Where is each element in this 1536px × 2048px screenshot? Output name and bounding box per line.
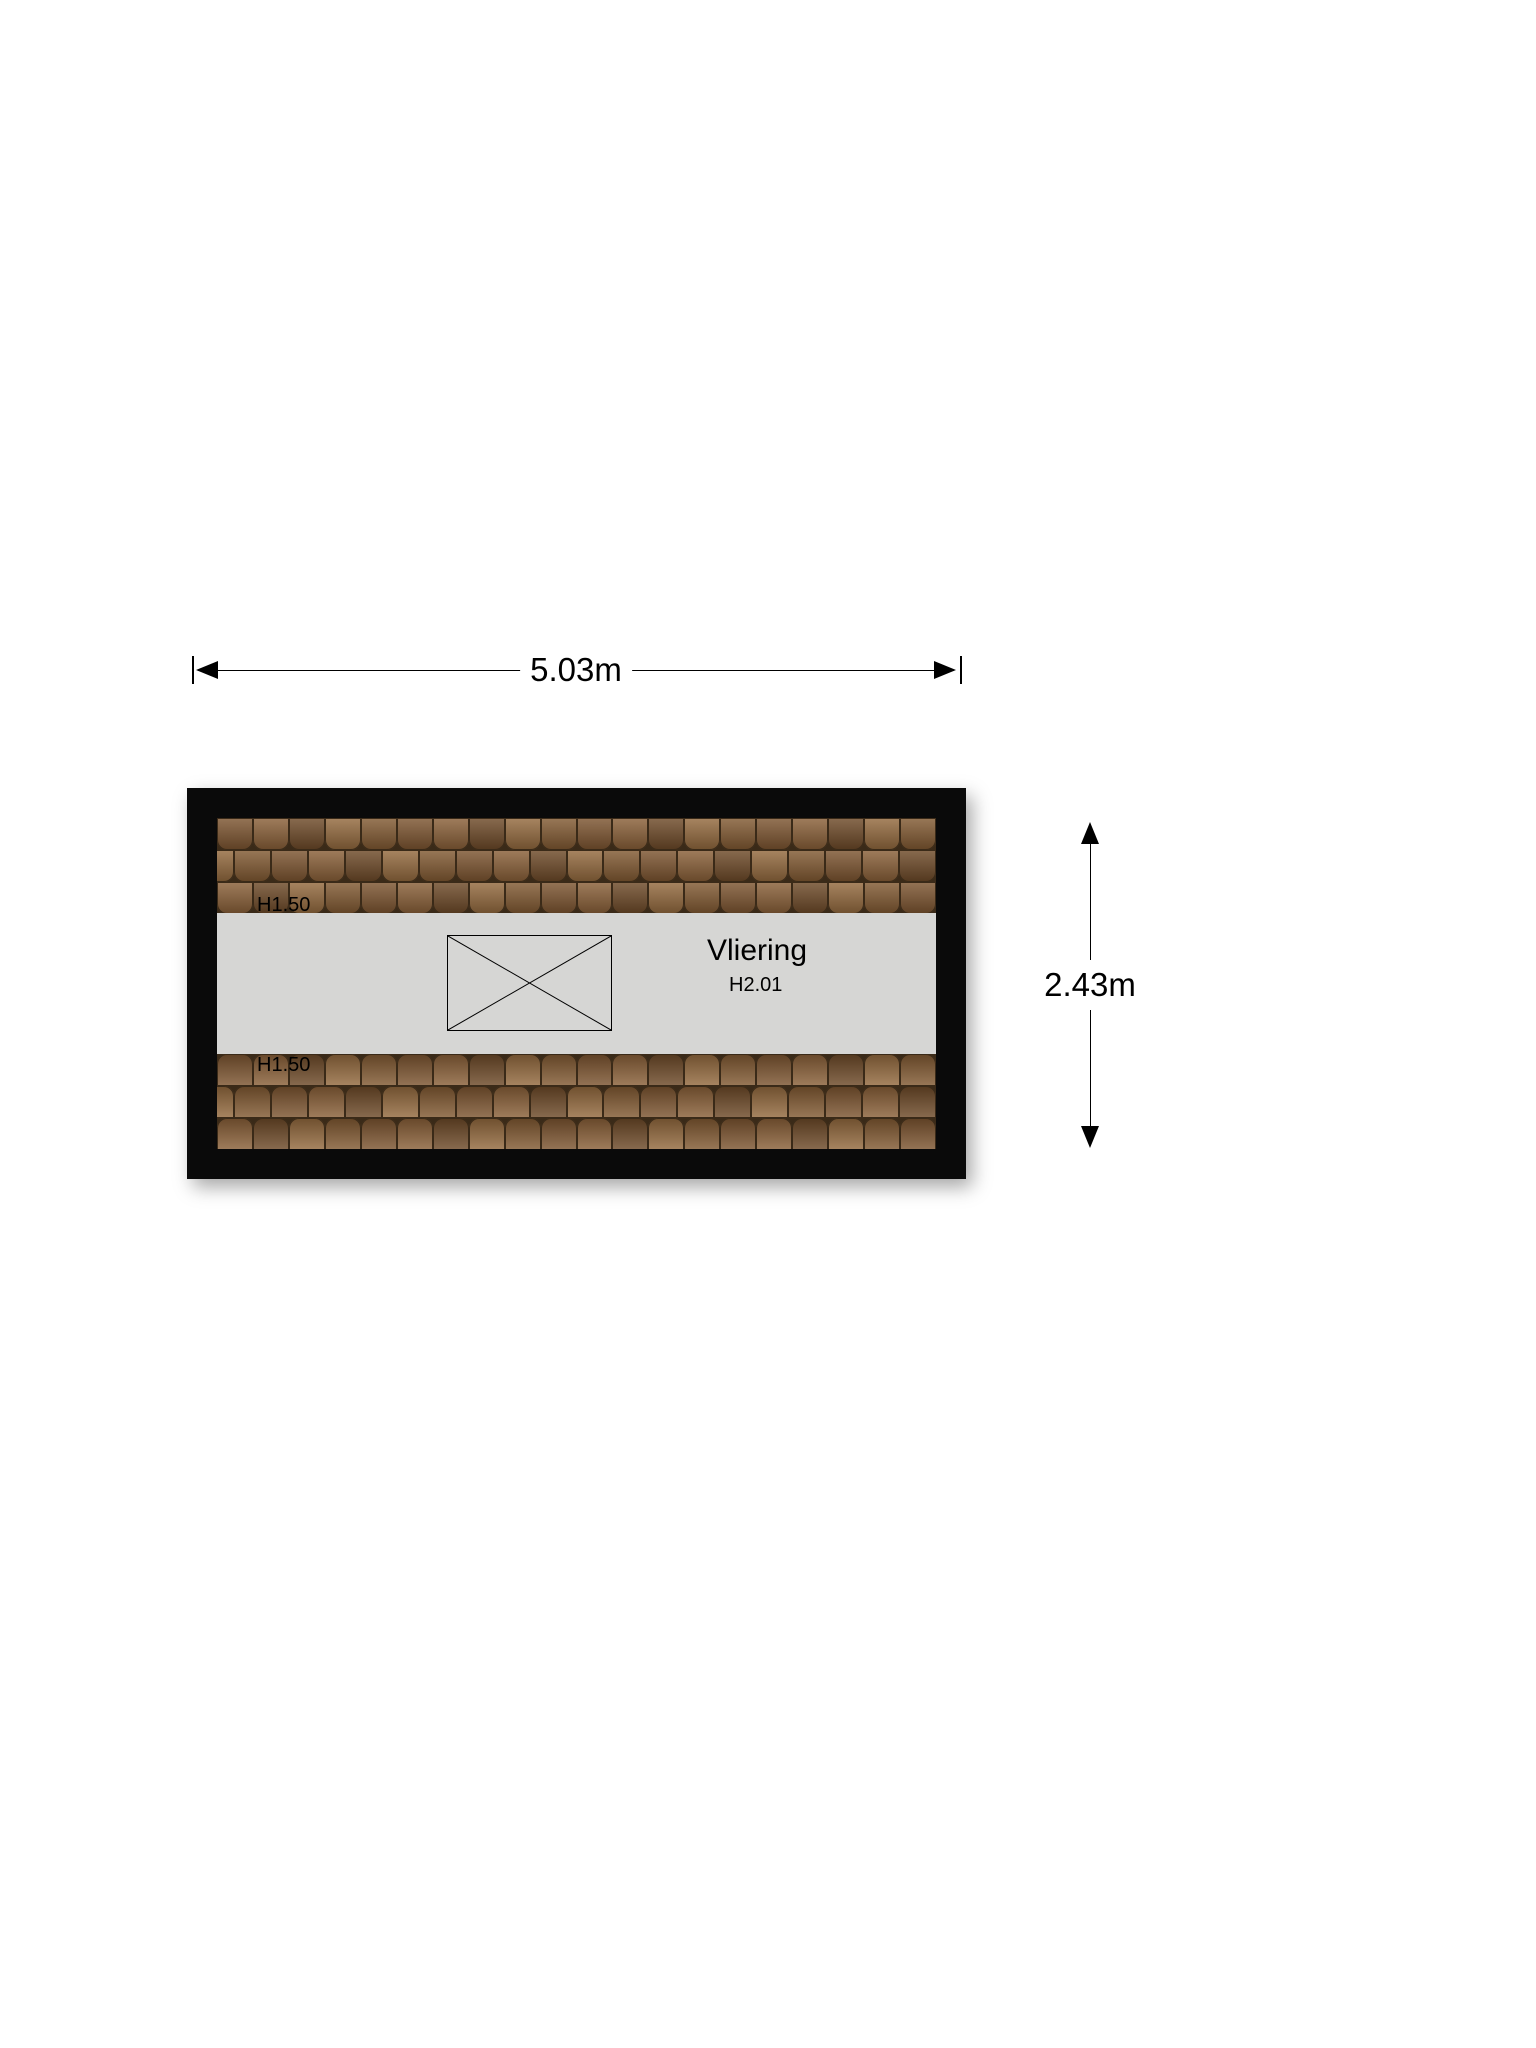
- hatch-cross-icon: [448, 936, 611, 1030]
- roof-bottom: [217, 1054, 936, 1149]
- dim-h-label: 5.03m: [520, 651, 632, 689]
- roof-hatch: [447, 935, 612, 1031]
- dim-h-tick-right: [960, 656, 962, 684]
- floor-plan: Vliering H2.01 H1.50 H1.50: [187, 788, 966, 1179]
- room-title: Vliering: [707, 934, 807, 968]
- dim-v-label: 2.43m: [1044, 960, 1136, 1010]
- dim-h-tick-left: [192, 656, 194, 684]
- floorplan-stage: 5.03m 2.43m Vliering H2.01 H1.50 H1.5: [0, 0, 1536, 2048]
- height-label-bottom: H1.50: [257, 1054, 310, 1077]
- height-label-top: H1.50: [257, 894, 310, 917]
- plan-interior: Vliering H2.01 H1.50 H1.50: [217, 818, 936, 1149]
- room-height: H2.01: [729, 974, 782, 997]
- roof-top: [217, 818, 936, 913]
